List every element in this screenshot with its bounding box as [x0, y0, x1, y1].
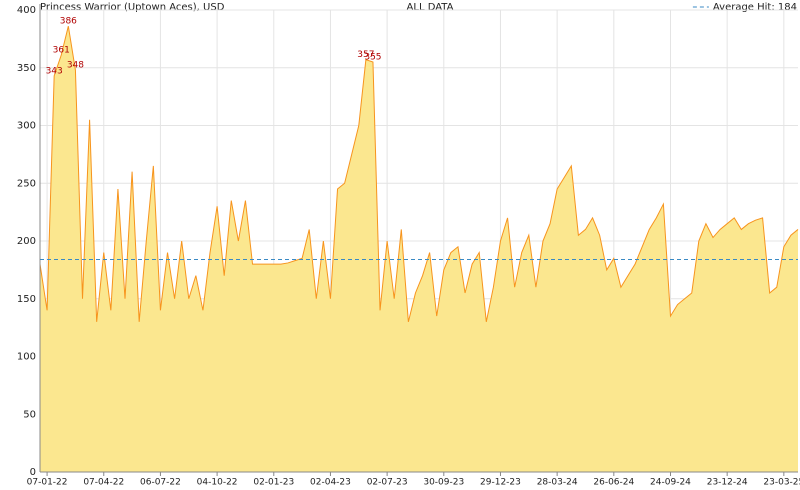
y-tick-label: 350: [17, 63, 36, 74]
x-tick-label: 07-01-22: [27, 478, 68, 488]
line: [39, 26, 799, 322]
y-tick-label: 200: [17, 236, 36, 247]
x-tick-label: 04-10-22: [197, 478, 238, 488]
x-tick-label: 02-07-23: [367, 478, 408, 488]
peak-label: 355: [364, 52, 381, 62]
y-tick-label: 0: [30, 467, 36, 478]
area: [40, 26, 798, 472]
peak-label: 361: [53, 46, 70, 56]
x-tick-label: 06-07-22: [140, 478, 181, 488]
x-tick-label: 26-06-24: [593, 478, 634, 488]
x-tick-label: 23-12-24: [707, 478, 748, 488]
peak-label: 386: [60, 17, 77, 27]
x-tick-label: 23-03-25: [763, 478, 800, 488]
x-tick-label: 02-01-23: [253, 478, 294, 488]
x-tick-label: 24-09-24: [650, 478, 691, 488]
y-tick-label: 100: [17, 352, 36, 363]
peak-label: 348: [67, 61, 84, 71]
y-tick-label: 150: [17, 294, 36, 305]
x-tick-label: 02-04-23: [310, 478, 351, 488]
peak-label: 343: [46, 66, 63, 76]
x-tick-label: 07-04-22: [83, 478, 124, 488]
x-tick-label: 30-09-23: [423, 478, 464, 488]
chart-title: Princess Warrior (Uptown Aces), USD: [40, 2, 225, 13]
x-tick-label: 28-03-24: [537, 478, 578, 488]
y-tick-label: 400: [17, 5, 36, 16]
y-tick-label: 250: [17, 178, 36, 189]
peak-label: 357: [357, 50, 374, 60]
x-tick-label: 29-12-23: [480, 478, 521, 488]
y-tick-label: 300: [17, 121, 36, 132]
y-tick-label: 50: [23, 409, 36, 420]
chart-subtitle: ALL DATA: [407, 2, 454, 13]
legend-label: Average Hit: 184: [713, 2, 797, 13]
